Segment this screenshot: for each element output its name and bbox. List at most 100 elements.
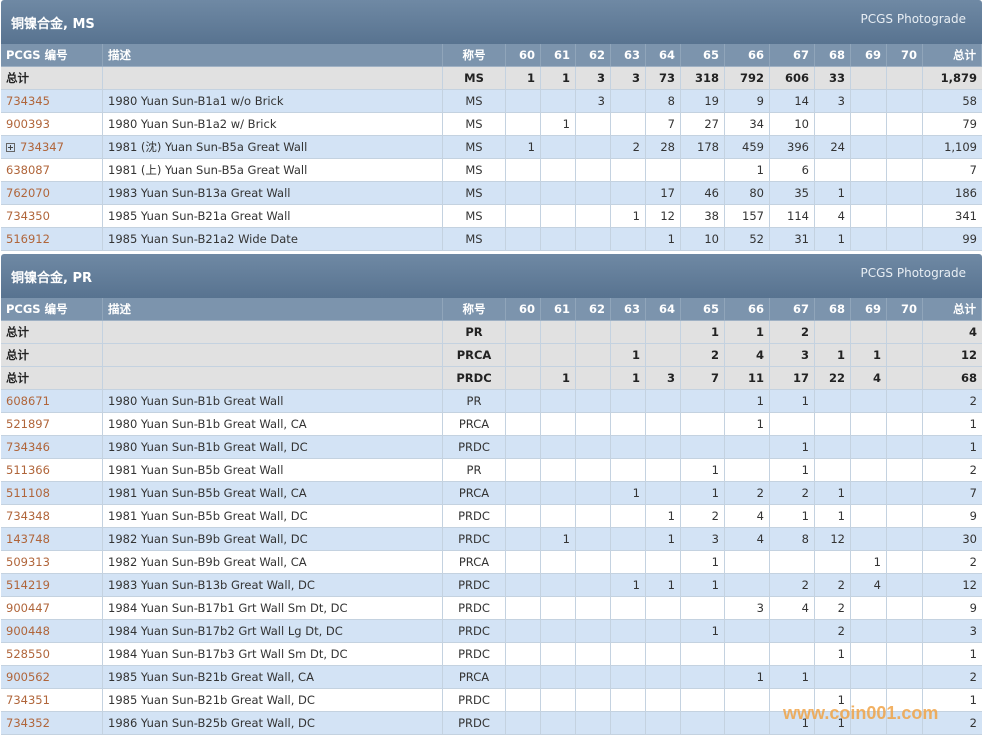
pcgs-number[interactable]: 528550 xyxy=(6,647,50,661)
grade-count: 10 xyxy=(681,228,725,250)
pcgs-number[interactable]: 143748 xyxy=(6,532,50,546)
grade-count xyxy=(851,666,887,688)
pcgs-number[interactable]: 509313 xyxy=(6,555,50,569)
grade-count xyxy=(887,182,923,204)
designation: PRDC xyxy=(443,528,506,550)
grade-count xyxy=(725,551,770,573)
grade-count xyxy=(887,90,923,112)
grade-count: 28 xyxy=(646,136,681,158)
pcgs-number[interactable]: 608671 xyxy=(6,394,50,408)
grade-count: 2 xyxy=(969,716,977,730)
grade-count: 11 xyxy=(725,367,770,389)
designation: PRCA xyxy=(443,482,506,504)
grade-count: 1 xyxy=(646,505,681,527)
pcgs-number-cell: 143748 xyxy=(1,528,103,550)
pcgs-number[interactable]: 638087 xyxy=(6,163,50,177)
empty-cell xyxy=(103,344,443,366)
pcgs-number[interactable]: 900448 xyxy=(6,624,50,638)
grade-count xyxy=(851,90,887,112)
grade-count xyxy=(506,689,541,711)
designation: PRDC xyxy=(443,620,506,642)
pcgs-number[interactable]: 734346 xyxy=(6,440,50,454)
grade-count: 1 xyxy=(681,482,725,504)
pcgs-number[interactable]: 511108 xyxy=(6,486,50,500)
grade-count xyxy=(541,344,576,366)
pcgs-number[interactable]: 734351 xyxy=(6,693,50,707)
grade-count xyxy=(646,321,681,343)
photograde-link[interactable]: PCGS Photograde xyxy=(860,266,966,280)
pcgs-number[interactable]: 734345 xyxy=(6,94,50,108)
grade-count xyxy=(611,689,646,711)
pcgs-number[interactable]: 900393 xyxy=(6,117,50,131)
grade-count: 3 xyxy=(969,624,977,638)
pcgs-number[interactable]: 734350 xyxy=(6,209,50,223)
pcgs-number[interactable]: 900447 xyxy=(6,601,50,615)
pcgs-number[interactable]: 511366 xyxy=(6,463,50,477)
column-header-row: PCGS 编号 描述 称号 60 61 62 63 64 65 66 67 68 69 70 总计 xyxy=(1,44,982,67)
grade-count xyxy=(506,459,541,481)
photograde-link[interactable]: PCGS Photograde xyxy=(860,12,966,26)
grade-count: 1 xyxy=(815,228,851,250)
grade-count: 1 xyxy=(770,505,815,527)
pcgs-number[interactable]: 521897 xyxy=(6,417,50,431)
pcgs-number[interactable]: 734348 xyxy=(6,509,50,523)
pcgs-number[interactable]: 900562 xyxy=(6,670,50,684)
description: 1984 Yuan Sun-B17b1 Grt Wall Sm Dt, DC xyxy=(103,597,443,619)
grade-count xyxy=(770,620,815,642)
grade-count: 2 xyxy=(770,482,815,504)
column-header: 60 xyxy=(506,44,541,66)
coin-row: 528550 1984 Yuan Sun-B17b3 Grt Wall Sm Dt… xyxy=(1,643,982,666)
grade-count xyxy=(541,436,576,458)
grade-count: 1 xyxy=(815,712,851,734)
expand-icon[interactable] xyxy=(6,143,15,152)
coin-row: 608671 1980 Yuan Sun-B1b Great Wall PR 1 1 2 xyxy=(1,390,982,413)
grade-count: 58 xyxy=(962,94,977,108)
grade-count xyxy=(887,159,923,181)
pcgs-number-cell: 734352 xyxy=(1,712,103,734)
pcgs-number[interactable]: 734352 xyxy=(6,716,50,730)
grade-count xyxy=(611,113,646,135)
grade-count xyxy=(887,413,923,435)
pcgs-number[interactable]: 516912 xyxy=(6,232,50,246)
grade-count xyxy=(611,321,646,343)
grade-count xyxy=(851,528,887,550)
grade-count xyxy=(541,597,576,619)
grade-count xyxy=(887,551,923,573)
grade-count: 3 xyxy=(576,67,611,89)
grade-section: 铜镍合金, MS PCGS Photograde PCGS 编号 描述 称号 60 61 62… xyxy=(1,0,982,251)
pcgs-number[interactable]: 734347 xyxy=(20,140,64,154)
grade-count xyxy=(815,413,851,435)
grade-count: 792 xyxy=(725,67,770,89)
column-header: 64 xyxy=(646,44,681,66)
grade-count xyxy=(725,459,770,481)
description: 1981 Yuan Sun-B5b Great Wall, DC xyxy=(103,505,443,527)
grade-count: 4 xyxy=(815,205,851,227)
grade-count xyxy=(851,643,887,665)
grade-count xyxy=(541,205,576,227)
grade-count: 2 xyxy=(815,597,851,619)
coin-row: 509313 1982 Yuan Sun-B9b Great Wall, CA PR… xyxy=(1,551,982,574)
designation: PRDC xyxy=(443,367,506,389)
grade-count xyxy=(541,459,576,481)
grade-count: 68 xyxy=(960,371,977,385)
grade-count: 2 xyxy=(815,620,851,642)
grade-count xyxy=(576,205,611,227)
total-label: 总计 xyxy=(1,321,103,343)
pcgs-number[interactable]: 514219 xyxy=(6,578,50,592)
description: 1985 Yuan Sun-B21b Great Wall, DC xyxy=(103,689,443,711)
grade-count xyxy=(611,413,646,435)
grade-count: 1 xyxy=(770,390,815,412)
designation: MS xyxy=(443,136,506,158)
grade-count: 157 xyxy=(725,205,770,227)
grade-count xyxy=(681,413,725,435)
pcgs-number-cell: 900562 xyxy=(1,666,103,688)
column-header: 总计 xyxy=(923,298,982,320)
grade-count xyxy=(725,712,770,734)
grade-count xyxy=(887,689,923,711)
grade-count: 1 xyxy=(681,459,725,481)
grade-count xyxy=(541,321,576,343)
coin-row: 734347 1981 (沈) Yuan Sun-B5a Great Wall MS… xyxy=(1,136,982,159)
coin-row: 900562 1985 Yuan Sun-B21b Great Wall, CA P… xyxy=(1,666,982,689)
coin-row: 514219 1983 Yuan Sun-B13b Great Wall, DC P… xyxy=(1,574,982,597)
pcgs-number[interactable]: 762070 xyxy=(6,186,50,200)
